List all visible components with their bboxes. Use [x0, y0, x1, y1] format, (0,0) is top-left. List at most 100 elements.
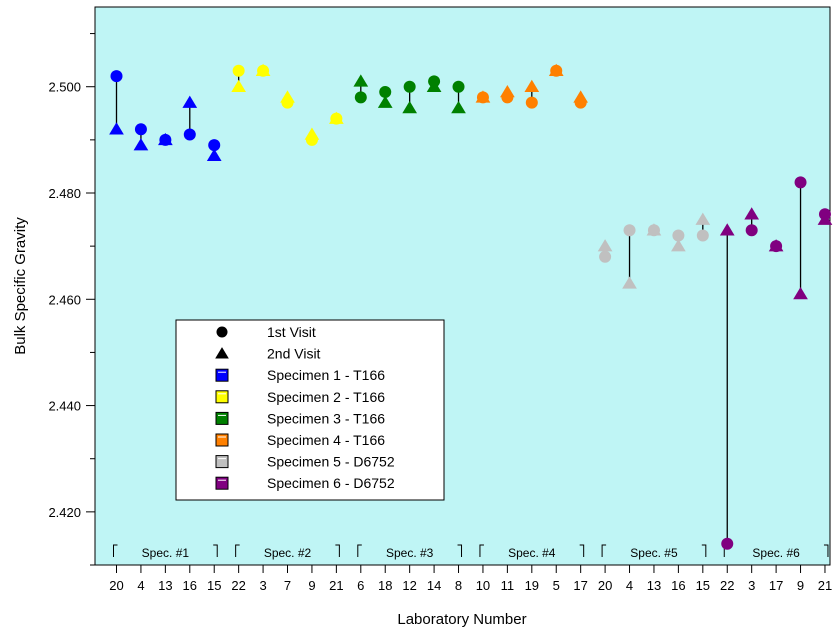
x-tick-label: 15 — [207, 578, 221, 593]
second-visit-marker — [133, 138, 149, 151]
x-tick-label: 6 — [357, 578, 364, 593]
x-tick-label: 17 — [573, 578, 587, 593]
first-visit-marker — [794, 176, 807, 189]
y-tick-label: 2.480 — [48, 186, 81, 201]
legend-marker-label: 1st Visit — [267, 324, 316, 340]
legend-color-swatch — [215, 411, 229, 425]
first-visit-marker — [330, 112, 343, 125]
y-axis-label: Bulk Specific Gravity — [12, 217, 29, 355]
first-visit-marker — [183, 128, 196, 141]
first-visit-marker — [721, 537, 734, 550]
y-axis: 2.420 2.440 2.460 2.480 2.500 — [48, 33, 95, 566]
second-visit-marker — [597, 239, 613, 252]
legend-marker-label: 2nd Visit — [267, 346, 321, 362]
second-visit-marker — [719, 223, 735, 236]
group-label: Spec. #5 — [630, 546, 678, 560]
legend-series-label: Specimen 3 - T166 — [267, 410, 385, 426]
group-label: Spec. #2 — [264, 546, 312, 560]
second-visit-marker — [793, 286, 808, 300]
first-visit-marker — [672, 229, 685, 242]
x-tick-label: 13 — [158, 578, 172, 593]
x-tick-label: 15 — [696, 578, 710, 593]
group-bracket-right — [823, 544, 829, 557]
x-tick-label: 21 — [329, 578, 343, 593]
first-visit-marker — [305, 133, 318, 146]
first-visit-marker — [501, 91, 514, 104]
second-visit-marker — [451, 100, 466, 114]
x-tick-label: 17 — [769, 578, 783, 593]
legend-color-swatch — [215, 476, 229, 490]
x-tick-label: 20 — [109, 578, 123, 593]
group-label: Spec. #3 — [386, 546, 434, 560]
legend-series-label: Specimen 5 - D6752 — [267, 454, 395, 470]
second-visit-marker — [622, 276, 637, 289]
first-visit-marker — [770, 240, 783, 253]
first-visit-marker — [257, 64, 270, 77]
legend-color-swatch — [215, 390, 229, 404]
second-visit-marker — [695, 212, 711, 225]
first-visit-marker — [428, 75, 441, 88]
x-tick-label: 18 — [378, 578, 392, 593]
group-label: Spec. #1 — [142, 546, 190, 560]
first-visit-marker — [599, 250, 612, 263]
group-bracket-left — [235, 544, 240, 557]
second-visit-marker — [744, 207, 760, 220]
second-visit-marker — [206, 148, 222, 162]
first-visit-marker — [647, 224, 660, 237]
first-visit-marker — [379, 86, 392, 99]
first-visit-marker — [696, 229, 709, 242]
x-axis: 20 4 13 16 15 22 3 7 9 21 6 18 12 14 8 10 11 19 5 17 20 4 13 16… — [109, 565, 832, 593]
x-tick-label: 12 — [402, 578, 416, 593]
y-tick-label: 2.420 — [48, 505, 81, 520]
group-bracket-right — [701, 544, 707, 557]
first-visit-marker — [110, 70, 123, 83]
x-tick-label: 22 — [231, 578, 245, 593]
x-tick-label: 13 — [647, 578, 661, 593]
first-visit-marker — [550, 64, 563, 77]
legend: 1st Visit 2nd Visit Specimen 1 - T166 Speci… — [175, 319, 445, 501]
first-visit-marker — [476, 91, 489, 104]
first-visit-marker — [281, 96, 294, 109]
second-visit-marker — [182, 95, 198, 108]
second-visit-marker — [377, 95, 393, 108]
second-visit-marker — [109, 122, 124, 135]
x-tick-label: 16 — [671, 578, 685, 593]
second-visit-marker — [524, 79, 540, 92]
x-tick-label: 21 — [818, 578, 832, 593]
legend-color-swatch — [215, 368, 229, 382]
first-visit-marker — [525, 96, 538, 109]
first-visit-marker — [745, 224, 758, 237]
x-tick-label: 16 — [183, 578, 197, 593]
group-bracket-right — [335, 544, 340, 557]
x-tick-label: 5 — [553, 578, 560, 593]
second-visit-marker — [353, 74, 369, 87]
group-bracket-left — [601, 544, 607, 557]
legend-color-swatch — [215, 433, 229, 447]
first-visit-marker — [403, 80, 416, 93]
group-bracket-right — [457, 544, 463, 557]
group-label: Spec. #6 — [752, 546, 800, 560]
legend-color-swatch — [215, 455, 229, 469]
legend-series-label: Specimen 4 - T166 — [267, 432, 385, 448]
group-bracket-left — [357, 544, 362, 557]
first-visit-marker — [623, 224, 636, 237]
legend-series-label: Specimen 2 - T166 — [267, 389, 385, 405]
x-tick-label: 14 — [427, 578, 441, 593]
legend-triangle-symbol — [215, 347, 229, 359]
x-tick-label: 20 — [598, 578, 612, 593]
x-tick-label: 9 — [308, 578, 315, 593]
second-visit-marker — [231, 79, 246, 92]
x-tick-label: 19 — [525, 578, 539, 593]
x-tick-label: 3 — [748, 578, 755, 593]
group-bracket-right — [213, 544, 218, 557]
first-visit-marker — [354, 91, 367, 104]
first-visit-marker — [452, 80, 465, 93]
x-tick-label: 4 — [626, 578, 633, 593]
x-tick-label: 8 — [455, 578, 462, 593]
group-label: Spec. #4 — [508, 546, 556, 560]
x-tick-label: 9 — [797, 578, 804, 593]
second-visit-marker — [402, 100, 418, 114]
legend-series-label: Specimen 1 - T166 — [267, 367, 385, 383]
first-visit-marker — [208, 139, 221, 152]
x-tick-label: 4 — [137, 578, 144, 593]
